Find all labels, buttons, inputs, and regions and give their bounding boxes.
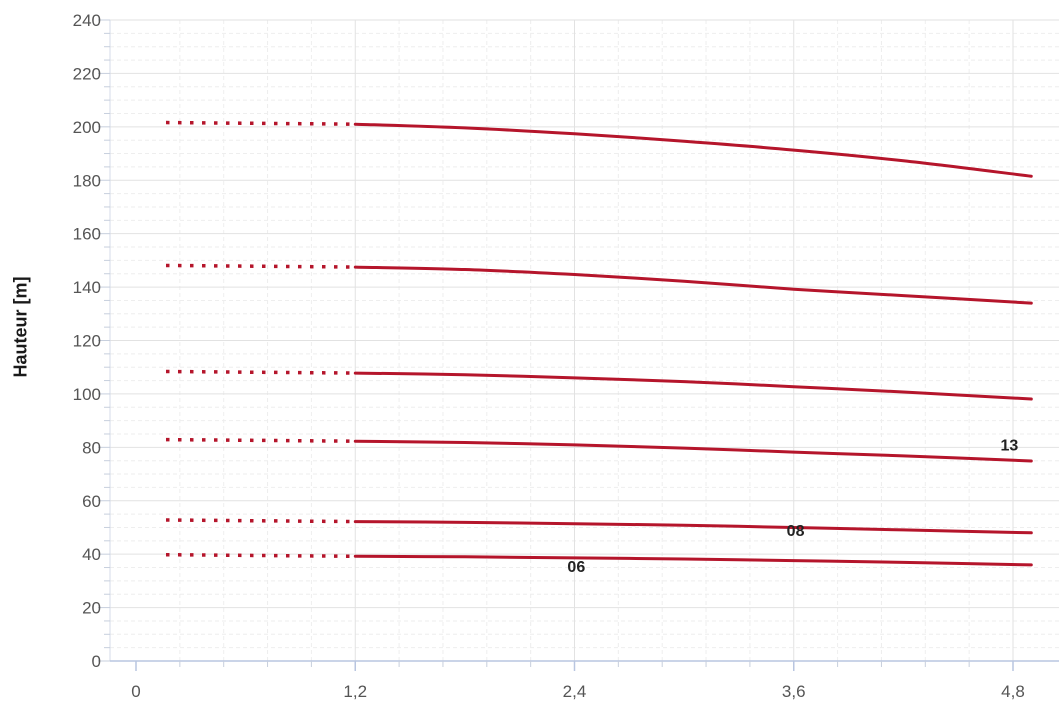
series-curve: [353, 122, 1033, 178]
y-tick-label: 0: [92, 652, 101, 671]
x-tick-label: 3,6: [782, 682, 806, 701]
x-tick-label: 1,2: [343, 682, 367, 701]
y-axis-title: Hauteur [m]: [10, 276, 31, 378]
y-tick-label: 200: [73, 118, 101, 137]
y-tick-label: 180: [73, 171, 101, 190]
series-curve: [353, 520, 1033, 535]
y-tick-label: 60: [82, 492, 101, 511]
x-tick-label: 4,8: [1001, 682, 1025, 701]
series-curve: [353, 554, 1033, 567]
curve-label: 06: [567, 559, 585, 576]
y-tick-label: 20: [82, 599, 101, 618]
y-tick-label: 40: [82, 545, 101, 564]
series-lines: [165, 120, 1033, 567]
series-dotted-line: [165, 263, 356, 269]
y-tick-label: 220: [73, 64, 101, 83]
y-tick-label: 80: [82, 438, 101, 457]
x-tick-label: 0: [131, 682, 140, 701]
curve-annotations: 06 08 13: [567, 438, 1018, 576]
y-tick-label: 240: [73, 11, 101, 30]
y-tick-label: 160: [73, 225, 101, 244]
series-dotted-line: [165, 518, 356, 524]
tick-labels: 0 20 40 60 80 100 120 140 160 180 200 220 240 0 1,2 2,4…: [73, 11, 1025, 701]
x-tick-label: 2,4: [563, 682, 587, 701]
curve-label: 13: [1000, 438, 1018, 455]
curve-label: 08: [787, 523, 805, 540]
series-dotted-line: [165, 552, 356, 559]
y-tick-label: 120: [73, 332, 101, 351]
grid: [110, 19, 1059, 661]
y-tick-label: 100: [73, 385, 101, 404]
y-tick-label: 140: [73, 278, 101, 297]
axes: [98, 19, 1059, 671]
series-curve: [353, 439, 1033, 463]
series-curve: [353, 371, 1033, 401]
series-curve: [353, 265, 1033, 305]
series-dotted-line: [165, 120, 356, 126]
series-dotted-line: [165, 437, 356, 443]
series-dotted-line: [165, 369, 356, 375]
